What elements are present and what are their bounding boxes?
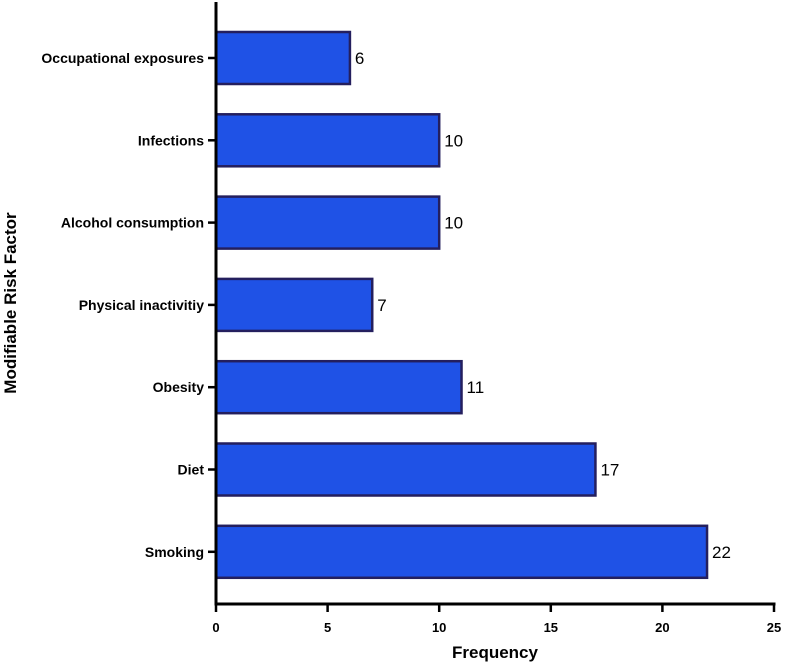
- category-labels-group: Occupational exposures Infections Alcohol …: [41, 50, 216, 560]
- category-label: Alcohol consumption: [61, 215, 204, 231]
- value-label: 10: [444, 214, 463, 233]
- x-tick-label: 25: [767, 620, 781, 635]
- value-label: 7: [377, 296, 386, 315]
- bar: [214, 30, 352, 86]
- value-labels-group: 6 10 10 7 11 17 22: [355, 49, 731, 562]
- value-label: 6: [355, 49, 364, 68]
- x-tick-label: 15: [544, 620, 558, 635]
- value-label: 10: [444, 131, 463, 150]
- bar: [214, 195, 441, 250]
- category-label: Diet: [178, 462, 205, 478]
- x-axis-title: Frequency: [452, 643, 539, 662]
- bar: [214, 442, 597, 497]
- x-tick-label: 0: [212, 620, 219, 635]
- bar: [214, 113, 441, 168]
- value-label: 17: [600, 461, 619, 480]
- bar: [214, 524, 709, 580]
- category-label: Physical inactivitiy: [79, 297, 204, 313]
- x-tick-label: 10: [432, 620, 446, 635]
- bar: [214, 359, 463, 415]
- value-label: 22: [712, 543, 731, 562]
- category-label: Obesity: [153, 379, 205, 395]
- category-label: Occupational exposures: [41, 50, 204, 66]
- bar: [214, 277, 374, 333]
- x-tick-label: 5: [324, 620, 331, 635]
- y-axis-title: Modifiable Risk Factor: [1, 212, 20, 394]
- bars-group: [214, 30, 709, 580]
- x-tick-label: 20: [655, 620, 669, 635]
- x-ticks-group: 0 5 10 15 20 25: [212, 604, 781, 635]
- category-label: Infections: [138, 132, 204, 148]
- category-label: Smoking: [145, 544, 204, 560]
- value-label: 11: [467, 378, 485, 397]
